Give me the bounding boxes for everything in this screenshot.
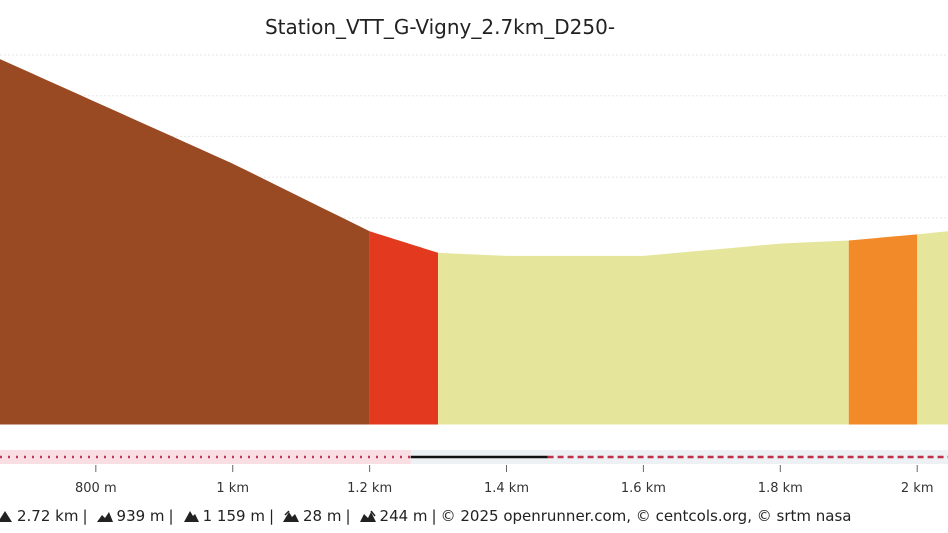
elevation-segment [438,240,849,425]
chart-title: Station_VTT_G-Vigny_2.7km_D250- [265,15,615,39]
elevation-segment [369,231,439,425]
elevation-max-value: 939 m [116,507,165,525]
elevation-areas [0,59,948,426]
x-tick-label: 2 km [901,481,934,496]
elevation-loss-icon [359,510,376,522]
surface-bar [0,450,948,464]
elevation-min-icon [183,511,199,522]
elevation-segment [917,231,948,425]
elevation-segment [848,234,918,425]
separator: | [168,507,174,525]
elevation-segment [0,59,370,425]
route-stats-footer: 2.72 km | 939 m | 1 159 m | 28 m | 244 m… [0,505,851,527]
distance-icon [0,511,12,522]
distance-value: 2.72 km [17,507,79,525]
x-tick-label: 1 km [216,481,249,496]
separator: | [82,507,88,525]
x-tick-label: 1.4 km [484,481,529,496]
x-tick-label: 1.6 km [621,481,666,496]
elevation-min-value: 1 159 m [202,507,265,525]
elevation-loss-value: 244 m [379,507,428,525]
separator: | [268,507,274,525]
surface-dotted-bg [0,450,411,464]
separator: | [431,507,437,525]
elevation-gain-icon [283,510,299,522]
x-tick-label: 1.2 km [347,481,392,496]
x-axis-ticks: 800 m 1 km 1.2 km 1.4 km 1.6 km 1.8 km 2 km [75,465,934,496]
elevation-gain-value: 28 m [303,507,342,525]
x-tick-label: 1.8 km [758,481,803,496]
separator: | [345,507,351,525]
credits-text: © 2025 openrunner.com, © centcols.org, ©… [440,507,852,525]
x-tick-label: 800 m [75,481,117,496]
elevation-max-icon [96,512,113,522]
